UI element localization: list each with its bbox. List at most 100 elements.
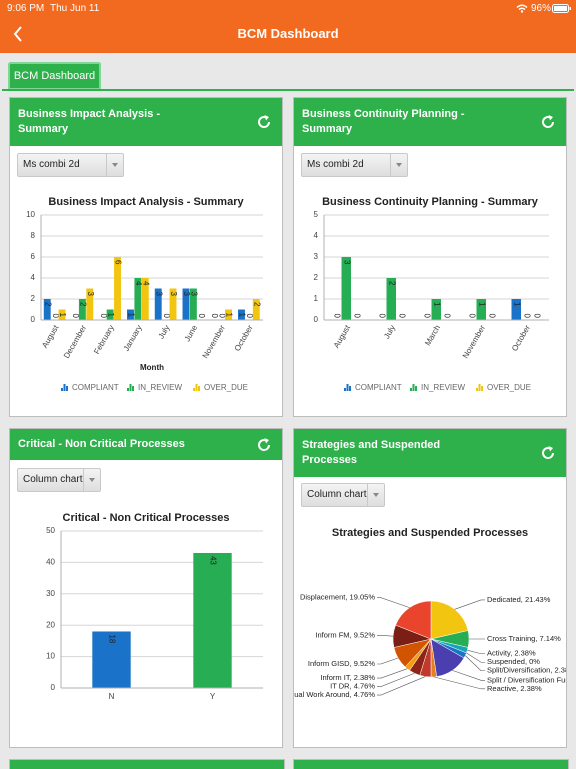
nav-title: BCM Dashboard [0,26,576,41]
data-label: 1 [106,313,115,318]
top-bar: 9:06 PM Thu Jun 11 96% BCM Dashboard [0,0,576,53]
x-tick-label: January [122,324,144,353]
dropdown-label: Column chart [23,474,82,485]
y-tick-label: 2 [31,294,36,303]
x-tick-label: October [233,323,255,352]
y-tick-label: 5 [314,210,319,219]
data-label: 0 [522,314,531,319]
refresh-button[interactable] [540,445,556,461]
status-date: Thu Jun 11 [50,3,99,14]
status-time: 9:06 PM [7,3,44,14]
refresh-button[interactable] [256,437,272,453]
legend-icon [479,384,481,391]
slice-label: Split/Diversification, 2.38% [487,666,566,675]
x-tick-label: August [332,323,353,350]
panel-header: Business Impact Analysis - Summary [10,98,282,146]
legend-icon [198,386,200,391]
chart-type-dropdown[interactable]: Column chart [17,468,101,492]
battery-icon [552,4,572,14]
data-label: 1 [477,302,486,307]
chart-type-dropdown[interactable]: Ms combi 2d [17,153,124,177]
chart: Strategies and Suspended Processes Dedica… [294,477,566,747]
data-label: 1 [432,302,441,307]
tab-underline [2,89,574,91]
data-label: 0 [532,314,541,319]
leader-line [465,655,485,670]
data-label: 0 [487,314,496,319]
x-tick-label: Y [210,692,216,701]
chart-type-dropdown[interactable]: Column chart [301,483,385,507]
x-tick-label: December [62,323,88,360]
leader-line [467,650,485,654]
dropdown-label: Column chart [307,489,366,500]
x-tick-label: June [183,323,200,343]
refresh-button[interactable] [256,114,272,130]
legend-icon [193,388,195,391]
slice-label: Manual Work Around, 4.76% [294,690,375,699]
data-label: 0 [332,314,341,319]
chart-title: Business Continuity Planning - Summary [322,196,539,208]
panel: Strategies and Suspended Processes Strat… [293,428,567,748]
data-label: 0 [162,314,171,319]
y-tick-label: 6 [31,252,36,261]
data-label: 0 [197,314,206,319]
data-label: 0 [352,314,361,319]
battery-percent: 96% [531,3,551,14]
legend-icon [66,386,68,391]
legend-icon [347,384,349,391]
chart: Business Continuity Planning - Summary 0 1… [294,146,566,416]
legend-icon [127,388,129,391]
data-label: 1 [127,313,136,318]
y-tick-label: 2 [314,273,319,282]
data-label: 3 [190,292,199,297]
slice-label: Dedicated, 21.43% [487,595,551,604]
chart: Business Impact Analysis - Summary024681… [10,146,282,416]
legend-icon [413,384,415,391]
legend-icon [476,388,478,391]
wifi-icon [516,4,528,13]
panel-header: Strategies and Suspended Processes [294,429,566,477]
data-label: 3 [169,292,178,297]
data-label: 2 [43,302,52,307]
y-tick-label: 40 [46,558,55,567]
y-tick-label: 0 [51,683,56,692]
x-tick-label: October [510,323,532,352]
y-tick-label: 1 [314,294,319,303]
refresh-button[interactable] [540,114,556,130]
slice-label: Displacement, 19.05% [300,593,375,602]
legend-label: OVER_DUE [487,383,531,392]
data-label: 0 [71,314,80,319]
panel: Business Impact Analysis - Summary Busin… [9,97,283,417]
chart-type-dropdown[interactable]: Ms combi 2d [301,153,408,177]
x-tick-label: July [382,324,397,341]
chart-title: Critical - Non Critical Processes [63,512,230,524]
x-tick-label: July [157,324,172,341]
legend-label: OVER_DUE [204,383,248,392]
chart-title: Strategies and Suspended Processes [332,527,528,539]
bar [193,553,231,688]
y-tick-label: 10 [26,210,35,219]
legend-icon [481,386,483,391]
data-label: 0 [467,314,476,319]
data-label: 0 [397,314,406,319]
y-tick-label: 4 [31,273,36,282]
data-label: 2 [387,281,396,286]
panel-title: Business Continuity Planning - Summary [302,107,487,137]
x-tick-label: November [201,323,227,360]
panel-title: Strategies and Suspended Processes [302,438,462,468]
x-tick-label: N [109,692,115,701]
tab[interactable]: BCM Dashboard [8,62,101,90]
leader-line [452,670,485,680]
panel-title: Business Impact Analysis - Summary [18,107,183,137]
x-tick-label: November [461,323,487,360]
leader-line [434,677,485,689]
data-label: 2 [252,302,261,307]
data-label: 3 [86,292,95,297]
data-label: 0 [422,314,431,319]
slice-label: Cross Training, 7.14% [487,634,561,643]
panel-title: Critical - Non Critical Processes [18,437,248,452]
x-tick-label: February [92,324,116,356]
panel: Critical - Non Critical Processes Critic… [9,428,283,748]
y-tick-label: 3 [314,252,319,261]
